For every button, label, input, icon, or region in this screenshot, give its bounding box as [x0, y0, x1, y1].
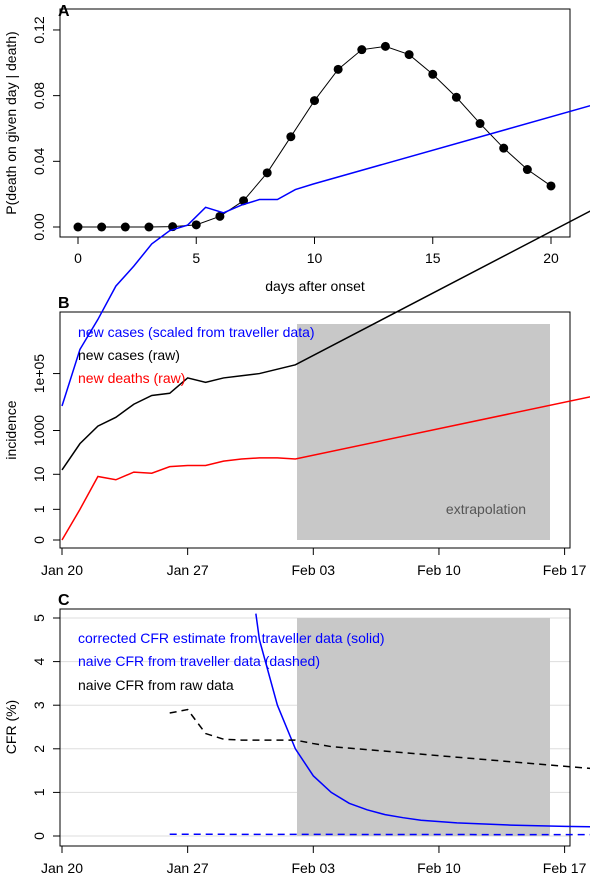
panel-c-x-tick-label: Jan 27 [167, 860, 209, 876]
panel-a-y-axis-label: P(death on given day | death) [3, 31, 19, 214]
panel-a-y-tick-label: 0.04 [31, 147, 47, 174]
panel-c-x-tick-label: Feb 03 [292, 860, 336, 876]
panel-c-y-tick-label: 0 [31, 832, 47, 840]
panel-b-x-ticks: Jan 20 Jan 27 Feb 03 Feb 10 Feb 17 [41, 548, 587, 578]
panel-a-x-axis-label: days after onset [265, 278, 365, 294]
panel-c-y-axis-label: CFR (%) [3, 700, 19, 754]
panel-a-y-ticks: 0.00 0.04 0.08 0.12 [31, 16, 60, 241]
panel-c-x-ticks: Jan 20 Jan 27 Feb 03 Feb 10 Feb 17 [41, 846, 587, 876]
panel-c-y-tick-label: 3 [31, 701, 47, 709]
panel-a-x-tick-label: 0 [74, 250, 82, 266]
panel-a-y-tick-label: 0.00 [31, 213, 47, 240]
panel-b-label: B [58, 295, 70, 312]
panel-a-frame [60, 9, 570, 237]
panel-a-point [428, 70, 437, 79]
panel-a-point [405, 50, 414, 59]
panel-a-point [357, 45, 366, 54]
panel-b-y-axis-label: incidence [3, 400, 19, 459]
panel-a-point [121, 223, 130, 232]
panel-c-y-tick-label: 1 [31, 788, 47, 796]
panel-c-y-tick-label: 2 [31, 745, 47, 753]
panel-b-x-tick-label: Jan 27 [167, 562, 209, 578]
panel-a-point [476, 119, 485, 128]
panel-b-extrapolation-label: extrapolation [446, 501, 526, 517]
panel-c-label: C [58, 592, 70, 609]
panel-b-y-tick-label: 1000 [31, 415, 47, 446]
panel-b-y-tick-label: 1e+05 [31, 354, 47, 394]
panel-c-extrapolation-region [297, 618, 550, 836]
panel-b-x-tick-label: Feb 03 [292, 562, 336, 578]
panel-c: C Jan 20 Jan 27 Feb 03 Feb 10 Feb 17 012345 … [3, 592, 590, 876]
panel-b-legend-2: new cases (raw) [78, 347, 180, 363]
panel-a-point [263, 168, 272, 177]
panel-c-legend-3: naive CFR from raw data [78, 677, 234, 693]
panel-a-point [192, 220, 201, 229]
panel-b-legend-3: new deaths (raw) [78, 370, 185, 386]
panel-b-y-ticks: 0 1 10 1000 1e+05 [31, 354, 60, 544]
panel-a-x-tick-label: 20 [543, 250, 559, 266]
panel-a-point [499, 144, 508, 153]
panel-c-x-tick-label: Feb 17 [543, 860, 587, 876]
panel-b-x-tick-label: Jan 20 [41, 562, 83, 578]
panel-a-point [144, 223, 153, 232]
panel-a-x-tick-label: 15 [425, 250, 441, 266]
panel-a-x-tick-label: 10 [307, 250, 323, 266]
panel-a-point [334, 65, 343, 74]
panel-c-legend-2: naive CFR from traveller data (dashed) [78, 653, 320, 669]
panel-a-point [74, 223, 83, 232]
panel-c-x-tick-label: Feb 10 [417, 860, 461, 876]
panel-a-point [286, 132, 295, 141]
panel-a-point [523, 165, 532, 174]
panel-b-legend-1: new cases (scaled from traveller data) [78, 324, 315, 340]
panel-b-y-tick-label: 10 [31, 466, 47, 482]
panel-a-point [452, 93, 461, 102]
panel-c-y-ticks: 0 1 2 3 4 5 [31, 614, 60, 840]
panel-b-x-tick-label: Feb 10 [417, 562, 461, 578]
panel-a-y-tick-label: 0.12 [31, 16, 47, 43]
panel-a: A 0 5 10 15 20 0.000.040.080.12 days after o… [3, 3, 570, 294]
panel-c-y-tick-label: 5 [31, 614, 47, 622]
panel-b-y-tick-label: 0 [31, 536, 47, 544]
panel-a-point [381, 42, 390, 51]
panel-c-legend-1: corrected CFR estimate from traveller da… [78, 630, 385, 646]
panel-a-x-ticks: 0 5 10 15 20 [74, 237, 559, 266]
panel-a-point [310, 96, 319, 105]
panel-a-point [97, 223, 106, 232]
panel-b-y-tick-label: 1 [31, 505, 47, 513]
panel-a-point [547, 181, 556, 190]
panel-b-x-tick-label: Feb 17 [543, 562, 587, 578]
panel-c-y-tick-label: 4 [31, 657, 47, 665]
panel-a-x-tick-label: 5 [192, 250, 200, 266]
panel-c-x-tick-label: Jan 20 [41, 860, 83, 876]
panel-b: B extrapolation Jan 20 Jan 27 Feb 03 Feb 10… [3, 77, 590, 578]
panel-a-y-tick-label: 0.08 [31, 82, 47, 109]
